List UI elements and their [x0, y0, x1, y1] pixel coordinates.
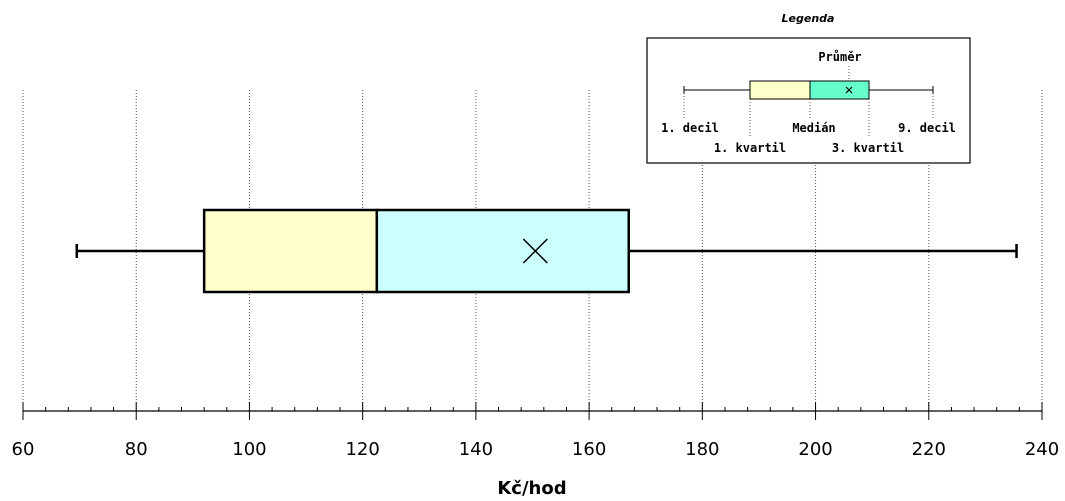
x-axis-title: Kč/hod	[497, 478, 566, 499]
box-lower-half	[202, 208, 379, 294]
legend-box-upper	[809, 80, 870, 100]
legend: Legenda Průměr 1. decil Medián 9. decil …	[646, 12, 971, 164]
legend-frame	[646, 37, 971, 164]
legend-box-lower	[749, 80, 811, 100]
tick-label-60: 60	[12, 439, 35, 460]
mean-marker-stroke-b	[522, 238, 548, 264]
legend-label-quartile-1: 1. kvartil	[714, 141, 786, 155]
legend-label-quartile-3: 3. kvartil	[832, 141, 904, 155]
legend-label-median: Medián	[792, 121, 835, 135]
tick-label-80: 80	[125, 439, 148, 460]
tick-label-120: 120	[345, 439, 379, 460]
tick-label-180: 180	[685, 439, 719, 460]
grid-lines	[22, 90, 1043, 411]
tick-label-100: 100	[232, 439, 266, 460]
tick-label-160: 160	[572, 439, 606, 460]
legend-box-plot	[683, 66, 934, 138]
tick-label-220: 220	[912, 439, 946, 460]
box-plot	[75, 208, 1018, 294]
legend-label-decile-1: 1. decil	[661, 121, 719, 135]
legend-title: Legenda	[782, 12, 835, 25]
tick-label-240: 240	[1025, 439, 1059, 460]
legend-label-decile-9: 9. decil	[898, 121, 956, 135]
tick-label-200: 200	[798, 439, 832, 460]
box-upper-half	[375, 208, 630, 294]
legend-mean-marker-b	[845, 86, 853, 94]
x-axis: 60 80 100 120 140 160 180 200 220 240	[12, 402, 1059, 460]
tick-label-140: 140	[459, 439, 493, 460]
legend-label-mean: Průměr	[818, 50, 861, 64]
